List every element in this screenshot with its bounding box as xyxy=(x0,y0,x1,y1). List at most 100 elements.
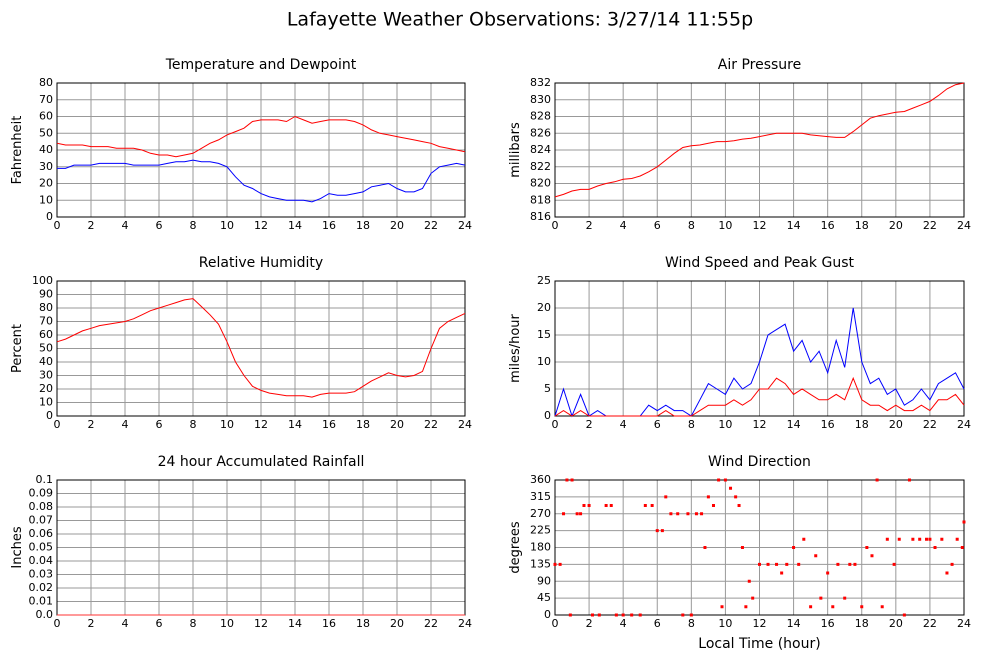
x-tick-label: 24 xyxy=(458,418,472,431)
data-point xyxy=(950,562,954,566)
data-point xyxy=(630,613,634,617)
data-point xyxy=(669,512,673,516)
data-point xyxy=(747,579,751,583)
data-line xyxy=(57,159,466,203)
x-tick-label: 18 xyxy=(356,418,370,431)
data-point xyxy=(729,486,733,490)
data-point xyxy=(925,537,929,541)
data-point xyxy=(785,562,789,566)
data-point xyxy=(775,562,779,566)
y-tick-label: 0 xyxy=(544,409,551,422)
data-point xyxy=(609,504,613,507)
y-axis-label: Percent xyxy=(10,324,25,373)
x-tick-label: 12 xyxy=(753,617,767,630)
x-tick-label: 12 xyxy=(753,418,767,431)
chart-title: Air Pressure xyxy=(718,57,801,73)
data-point xyxy=(758,562,761,566)
data-point xyxy=(711,504,715,507)
data-point xyxy=(689,613,693,617)
data-point xyxy=(686,512,690,516)
y-tick-label: 818 xyxy=(530,193,551,206)
data-point xyxy=(706,495,710,499)
data-point xyxy=(604,504,608,507)
y-tick-label: 30 xyxy=(39,160,53,173)
x-tick-label: 16 xyxy=(821,617,835,630)
y-axis-label: Inches xyxy=(10,526,25,568)
data-point xyxy=(570,478,574,482)
x-tick-label: 18 xyxy=(356,219,370,232)
data-point xyxy=(885,537,889,541)
data-point xyxy=(664,495,668,499)
y-tick-label: 826 xyxy=(530,126,551,139)
data-line xyxy=(554,82,965,198)
data-point xyxy=(717,478,721,482)
data-point xyxy=(562,512,566,516)
x-tick-label: 0 xyxy=(552,219,559,232)
x-tick-label: 0 xyxy=(54,219,61,232)
x-tick-label: 0 xyxy=(552,418,559,431)
data-point xyxy=(880,605,884,609)
x-tick-label: 6 xyxy=(654,219,661,232)
y-tick-label: 0.0 xyxy=(36,608,54,621)
y-tick-label: 40 xyxy=(39,143,53,156)
x-tick-label: 2 xyxy=(586,219,593,232)
data-point xyxy=(568,613,572,617)
x-tick-label: 22 xyxy=(923,418,937,431)
y-tick-label: 70 xyxy=(39,93,53,106)
y-axis-label: degrees xyxy=(508,521,523,574)
data-point xyxy=(681,613,685,617)
x-tick-label: 8 xyxy=(190,219,197,232)
data-point xyxy=(744,605,748,609)
x-tick-label: 24 xyxy=(957,418,971,431)
data-point xyxy=(740,546,744,549)
x-tick-label: 20 xyxy=(889,617,903,630)
y-tick-label: 0.01 xyxy=(29,595,54,608)
y-tick-label: 50 xyxy=(39,126,53,139)
chart-title: 24 hour Accumulated Rainfall xyxy=(158,454,365,470)
data-point xyxy=(892,562,896,566)
y-tick-label: 0.07 xyxy=(29,514,54,527)
data-line xyxy=(56,298,466,398)
y-tick-label: 50 xyxy=(39,342,53,355)
x-tick-label: 22 xyxy=(923,617,937,630)
x-tick-label: 10 xyxy=(718,418,732,431)
x-tick-label: 10 xyxy=(220,418,234,431)
y-tick-label: 828 xyxy=(530,110,551,123)
data-point xyxy=(575,512,579,516)
y-tick-label: 80 xyxy=(39,301,53,314)
x-tick-label: 24 xyxy=(458,617,472,630)
x-tick-label: 24 xyxy=(957,219,971,232)
data-point xyxy=(814,554,818,558)
x-tick-label: 16 xyxy=(322,617,336,630)
y-tick-label: 0 xyxy=(46,210,53,223)
x-tick-label: 10 xyxy=(718,219,732,232)
data-point xyxy=(928,537,932,541)
data-point xyxy=(590,613,594,617)
y-tick-label: 225 xyxy=(530,524,551,537)
data-point xyxy=(960,546,964,549)
y-tick-label: 270 xyxy=(530,507,551,520)
page-title: Lafayette Weather Observations: 3/27/14 … xyxy=(287,9,753,31)
x-tick-label: 14 xyxy=(288,418,302,431)
x-tick-label: 10 xyxy=(718,617,732,630)
data-point xyxy=(797,562,801,566)
data-point xyxy=(579,512,583,516)
data-point xyxy=(558,562,562,566)
x-tick-label: 24 xyxy=(458,219,472,232)
y-tick-label: 60 xyxy=(39,110,53,123)
y-tick-label: 820 xyxy=(530,177,551,190)
y-tick-label: 816 xyxy=(530,210,551,223)
data-point xyxy=(614,613,618,617)
y-tick-label: 824 xyxy=(530,143,551,156)
data-point xyxy=(751,596,755,600)
data-point xyxy=(918,537,922,541)
x-tick-label: 16 xyxy=(322,418,336,431)
y-tick-label: 0.1 xyxy=(36,473,54,486)
data-point xyxy=(621,613,625,617)
y-tick-label: 0.09 xyxy=(29,487,54,500)
x-tick-label: 8 xyxy=(688,418,695,431)
data-point xyxy=(907,478,911,482)
x-tick-label: 12 xyxy=(254,418,268,431)
plot-frame xyxy=(56,280,466,417)
data-point xyxy=(962,520,966,524)
